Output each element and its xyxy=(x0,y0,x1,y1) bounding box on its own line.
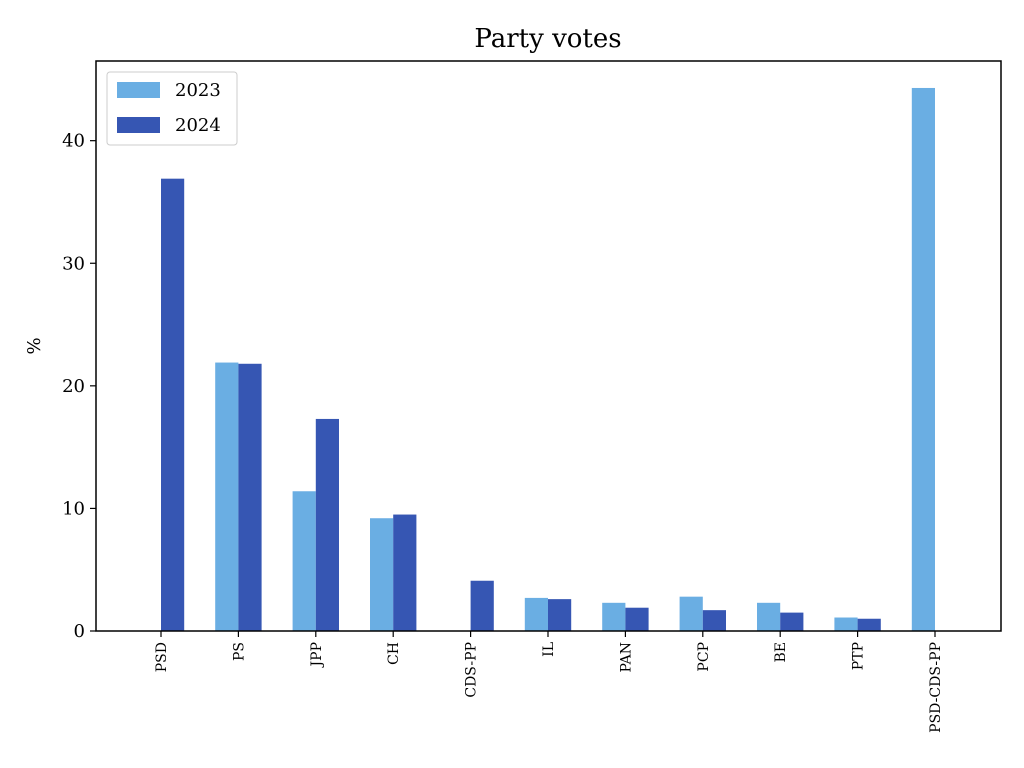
bar-2024-il xyxy=(548,599,572,631)
bar-2024-ps xyxy=(238,363,262,631)
bar-2023-ch xyxy=(370,518,394,631)
bar-2023-psd-cds-pp xyxy=(911,87,935,631)
y-tick-label: 40 xyxy=(62,131,85,152)
x-tick-label: PTP xyxy=(851,642,867,670)
x-tick-label: CDS-PP xyxy=(464,642,480,698)
y-tick-label: 30 xyxy=(62,253,85,274)
legend-label-2023: 2023 xyxy=(175,80,221,101)
y-axis-label: % xyxy=(24,337,45,354)
y-tick-label: 10 xyxy=(62,498,85,519)
bar-2024-cds-pp xyxy=(470,580,494,631)
bar-2023-il xyxy=(524,597,548,631)
axes-layer: 0 10 20 30 40 PSD PS JPP CH CDS-PP IL PAN PCP BE PTP PS… xyxy=(62,60,1002,733)
bar-2023-pan xyxy=(602,602,626,631)
x-tick-label: PSD-CDS-PP xyxy=(928,642,944,733)
legend-swatch-2024 xyxy=(117,117,160,133)
legend-label-2024: 2024 xyxy=(175,115,221,136)
bar-2023-jpp xyxy=(292,491,316,631)
bar-2023-ps xyxy=(215,362,239,631)
y-tick-label: 20 xyxy=(62,376,85,397)
chart-title: Party votes xyxy=(474,24,621,54)
bar-2024-jpp xyxy=(315,418,339,631)
bar-2024-psd xyxy=(161,178,185,631)
x-tick-label: CH xyxy=(386,642,402,665)
legend-swatch-2023 xyxy=(117,82,160,98)
bars-layer xyxy=(161,87,935,631)
legend: 2023 2024 xyxy=(106,71,238,146)
bar-2024-pcp xyxy=(702,610,726,631)
x-tick-label: PAN xyxy=(618,642,634,673)
x-tick-label: BE xyxy=(773,642,789,663)
bar-2023-pcp xyxy=(679,596,703,631)
y-tick-label: 0 xyxy=(74,621,85,642)
bar-2024-ch xyxy=(393,514,417,631)
bar-2024-be xyxy=(780,612,804,631)
x-tick-label: PS xyxy=(231,642,247,661)
x-tick-label: IL xyxy=(541,642,557,657)
x-tick-label: PSD xyxy=(154,642,170,672)
bar-2023-ptp xyxy=(834,617,858,631)
bar-2024-ptp xyxy=(857,618,881,631)
bar-2023-be xyxy=(757,602,781,631)
bar-2024-pan xyxy=(625,607,649,631)
x-tick-label: PCP xyxy=(696,642,712,672)
x-tick-label: JPP xyxy=(309,642,325,668)
